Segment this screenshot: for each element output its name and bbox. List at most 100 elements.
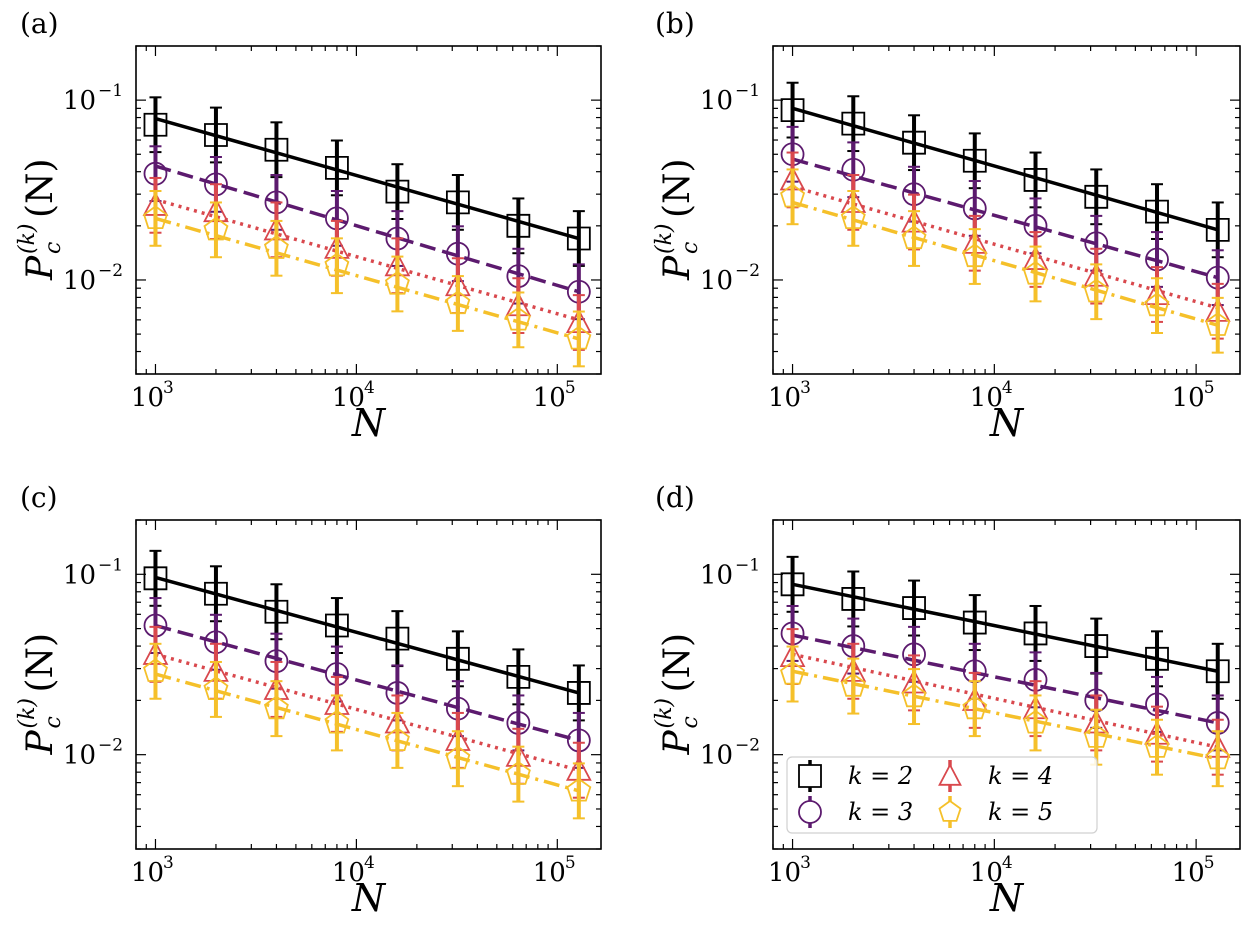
data-point [1023,621,1048,646]
y-label-part: (N) [20,633,61,693]
y-tick-label: 10 [63,560,96,590]
data-point [1083,724,1109,748]
x-tick-exponent: 5 [1204,853,1215,873]
legend: k = 2 k = 3 k = 4 k = 5 [786,756,1098,834]
legend-marker [938,799,962,822]
y-label-part: c [678,242,703,254]
data-point [1084,184,1109,209]
x-axis-label: N [989,401,1025,445]
legend-marker [938,763,962,786]
fit-line [154,197,580,322]
data-point [902,596,926,620]
y-label-part: P [657,730,698,756]
y-tick-exponent: −1 [735,555,760,575]
x-tick-exponent: 4 [1002,378,1013,398]
x-tick-label: 10 [1172,858,1205,888]
data-point [204,581,228,606]
data-point [325,613,349,638]
y-label-part: (N) [657,633,698,693]
data-point [264,137,289,162]
data-point [902,130,926,155]
x-tick-exponent: 3 [800,853,811,873]
x-tick-label: 10 [970,383,1003,413]
y-label-part: c [41,242,66,254]
series-pentagon [143,190,592,368]
x-tick-label: 10 [131,858,164,888]
legend-box [786,756,1098,834]
x-tick-exponent: 3 [163,853,174,873]
y-label-part: (N) [657,158,698,218]
data-point [1205,312,1231,336]
data-point [1084,634,1109,658]
data-point [324,709,350,734]
data-point [901,225,927,250]
y-label-part: P [657,255,698,281]
data-point [384,270,410,295]
legend-label: k = 4 [988,762,1053,790]
y-label-part: (k) [652,698,677,729]
data-point [1205,745,1231,770]
x-tick-exponent: 5 [565,378,576,398]
data-point [325,155,349,180]
data-point [1144,734,1170,758]
x-tick-label: 10 [533,383,566,413]
y-axis-label: Pc(k) (N) [652,158,703,281]
data-point [1205,217,1230,242]
series-square [143,96,591,267]
data-point [203,676,229,700]
y-tick-exponent: −2 [98,736,123,756]
x-tick-label: 10 [332,383,365,413]
y-label-part: (k) [15,698,40,729]
series-circle [143,597,591,769]
x-tick-label: 10 [533,858,566,888]
data-point [1205,659,1230,684]
x-tick-exponent: 5 [565,853,576,873]
fit-line [792,652,1219,749]
data-point [841,111,866,136]
data-point [445,646,470,671]
y-tick-label: 10 [63,266,96,296]
y-tick-label: 10 [63,741,96,771]
panel-label: (a) [20,7,59,40]
fit-line [155,672,580,793]
data-point [263,695,289,720]
x-tick-exponent: 3 [163,378,174,398]
legend-label: k = 5 [988,798,1053,826]
data-point [1145,646,1169,671]
legend-marker [798,764,822,788]
y-tick-label: 10 [700,741,733,771]
y-label-part: P [20,255,61,281]
data-point [1083,278,1109,303]
x-tick-label: 10 [768,383,801,413]
x-tick-label: 10 [970,858,1003,888]
data-point [506,213,531,238]
data-point [901,683,927,708]
data-point [506,664,531,689]
data-point [1023,709,1048,734]
y-label-part: (N) [20,158,61,218]
fit-line [155,575,580,695]
data-point [780,572,805,597]
data-point [203,216,229,241]
data-point [566,777,592,802]
data-point [264,599,289,624]
data-point [143,566,168,591]
fit-line [154,116,580,241]
data-point [385,626,410,651]
x-axis-label: N [989,876,1025,920]
y-tick-exponent: −1 [98,81,123,101]
y-tick-exponent: −2 [98,261,123,281]
data-point [780,98,805,123]
fit-line [792,157,1219,280]
y-label-part: P [20,730,61,756]
fit-line [792,185,1219,310]
data-point [962,610,987,635]
data-point [143,112,168,137]
y-label-part: (k) [15,224,40,255]
y-axis-label: Pc(k) (N) [15,158,66,281]
x-tick-label: 10 [1172,383,1205,413]
